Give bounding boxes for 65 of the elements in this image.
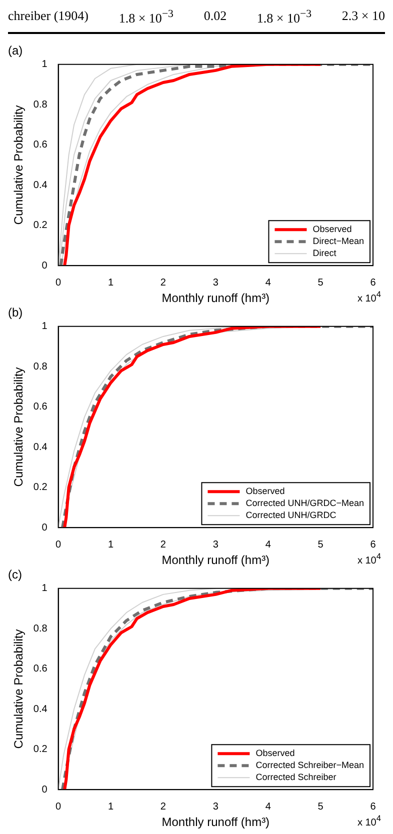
text: x 10$^{4}$: [357, 813, 381, 828]
y-axis-title: Cumulative Probability: [12, 630, 26, 750]
y-tick-label: 0: [42, 260, 48, 272]
x-tick-label: 6: [370, 278, 376, 289]
legend-label: Direct: [312, 248, 337, 258]
y-tick-label: 0.6: [33, 664, 48, 675]
y-axis-title: Cumulative Probability: [12, 368, 26, 488]
text: x 10$^{4}$: [357, 289, 381, 304]
text: 1.8 × 10$^{−3}$: [118, 8, 174, 26]
legend-label: Corrected UNH/GRDC: [246, 510, 337, 520]
x-tick-label: 2: [160, 278, 166, 289]
y-tick-label: 1: [42, 59, 48, 70]
x-tick-label: 2: [160, 802, 166, 813]
y-tick-label: 0.8: [33, 362, 48, 373]
text: chreiber (1904): [8, 8, 88, 25]
y-tick-label: 0.8: [33, 624, 48, 635]
text: x 10$^{4}$: [357, 551, 381, 566]
x-tick-label: 0: [56, 802, 62, 813]
legend-label: Corrected Schreiber: [256, 772, 336, 782]
y-tick-label: 0: [42, 522, 48, 534]
y-tick-label: 0.4: [33, 704, 48, 716]
text: 0.02: [204, 8, 227, 25]
text: 1.8 × 10$^{−3}$: [256, 8, 312, 26]
x-tick-label: 0: [56, 540, 62, 551]
x-tick-label: 4: [265, 802, 272, 813]
x-tick-label: 5: [318, 540, 324, 551]
y-tick-label: 0.6: [33, 140, 48, 151]
x-tick-label: 3: [212, 278, 219, 289]
y-tick-label: 0.2: [33, 482, 48, 494]
x-tick-label: 5: [318, 278, 324, 289]
x-tick-label: 1: [108, 540, 114, 551]
legend-label: Observed: [246, 486, 285, 496]
x-tick-label: 3: [212, 802, 219, 813]
y-tick-label: 1: [42, 583, 48, 594]
legend-label: Corrected UNH/GRDC−Mean: [246, 498, 364, 508]
chart-title: (c): [8, 568, 22, 582]
x-tick-label: 4: [265, 540, 272, 551]
chart-title: (b): [8, 306, 23, 320]
y-tick-label: 0.4: [33, 180, 48, 192]
y-tick-label: 0: [42, 784, 48, 796]
x-tick-label: 1: [108, 278, 114, 289]
legend-label: Observed: [312, 224, 352, 234]
x-tick-label: 2: [160, 540, 166, 551]
y-tick-label: 0.6: [33, 402, 48, 413]
x-axis-title: Monthly runoff (hm³): [162, 815, 270, 830]
legend-label: Observed: [256, 748, 295, 758]
x-tick-label: 4: [265, 278, 272, 289]
y-tick-label: 0.2: [33, 744, 48, 756]
legend-label: Corrected Schreiber−Mean: [256, 760, 364, 770]
chart-title: (a): [8, 44, 23, 58]
x-tick-label: 6: [370, 540, 376, 551]
x-tick-label: 1: [108, 802, 114, 813]
y-axis-title: Cumulative Probability: [12, 106, 26, 226]
text: 2.3 × 10: [342, 8, 385, 25]
x-tick-label: 6: [370, 802, 376, 813]
legend-label: Direct−Mean: [312, 236, 364, 246]
y-tick-label: 0.4: [33, 442, 48, 454]
x-axis-title: Monthly runoff (hm³): [162, 553, 270, 568]
x-axis-title: Monthly runoff (hm³): [162, 291, 270, 306]
y-tick-label: 0.2: [33, 220, 48, 232]
y-tick-label: 1: [42, 321, 48, 332]
x-tick-label: 0: [56, 278, 62, 289]
y-tick-label: 0.8: [33, 100, 48, 111]
x-tick-label: 5: [318, 802, 324, 813]
x-tick-label: 3: [212, 540, 219, 551]
